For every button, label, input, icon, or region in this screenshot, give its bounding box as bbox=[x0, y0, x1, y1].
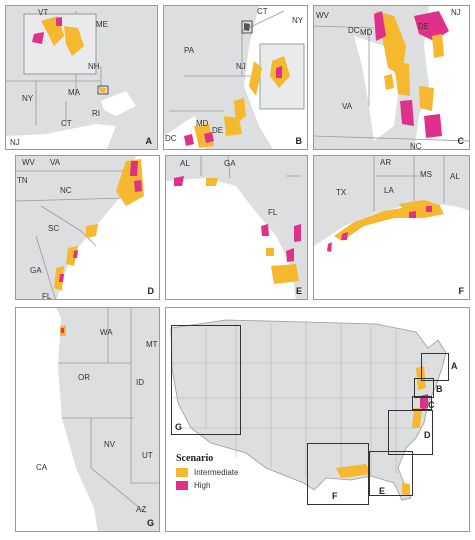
panel-a-state-1: ME bbox=[96, 20, 108, 29]
panel-f-letter: F bbox=[458, 286, 465, 296]
panel-b-state-1: NY bbox=[292, 16, 304, 25]
panel-d-state-4: SC bbox=[48, 224, 60, 233]
legend-item-intermediate: Intermediate bbox=[176, 468, 238, 477]
panel-d-map bbox=[16, 156, 159, 299]
panel-g-state-4: NV bbox=[104, 440, 116, 449]
panel-g-map bbox=[16, 308, 159, 531]
panel-d-state-5: GA bbox=[30, 266, 42, 275]
panel-a: VT ME NH NY MA CT RI NJ A bbox=[5, 5, 158, 150]
panel-f-state-1: MS bbox=[420, 170, 432, 179]
panel-c: WV DC MD NJ DE VA NC C bbox=[313, 5, 470, 150]
panel-c-letter: C bbox=[457, 136, 465, 146]
panel-b-state-2: PA bbox=[184, 46, 195, 55]
box-a[interactable] bbox=[421, 353, 449, 381]
panel-b-map bbox=[164, 6, 307, 149]
panel-g: WA MT OR ID NV UT CA AZ G bbox=[15, 307, 160, 532]
box-c-label: C bbox=[428, 400, 435, 410]
panel-b-state-5: DE bbox=[212, 126, 224, 135]
main-us-map-shape bbox=[170, 319, 447, 501]
panel-e-state-2: FL bbox=[268, 208, 278, 217]
box-b[interactable] bbox=[414, 378, 434, 398]
panel-a-state-2: NH bbox=[88, 62, 100, 71]
panel-g-state-3: ID bbox=[136, 378, 144, 387]
legend-label-intermediate: Intermediate bbox=[194, 468, 239, 477]
panel-a-state-6: RI bbox=[92, 109, 100, 118]
panel-d-state-2: TN bbox=[17, 176, 28, 185]
box-d[interactable] bbox=[388, 410, 433, 455]
panel-f-state-3: TX bbox=[336, 188, 347, 197]
panel-a-letter: A bbox=[145, 136, 153, 146]
panel-b-state-3: NJ bbox=[236, 62, 246, 71]
box-f[interactable] bbox=[307, 443, 369, 505]
box-g[interactable] bbox=[171, 325, 241, 435]
panel-a-state-3: NY bbox=[22, 94, 34, 103]
panel-b-letter: B bbox=[295, 136, 303, 146]
panel-b-state-6: DC bbox=[165, 134, 177, 143]
panel-g-state-0: WA bbox=[100, 328, 113, 337]
legend-label-high: High bbox=[194, 481, 211, 490]
legend: Scenario Intermediate High bbox=[176, 453, 238, 490]
high-swatch bbox=[176, 481, 188, 490]
panel-f-map bbox=[314, 156, 469, 299]
panel-a-state-7: NJ bbox=[10, 138, 20, 147]
panel-d-state-6: FL bbox=[42, 292, 52, 300]
panel-d-letter: D bbox=[147, 286, 155, 296]
panel-g-state-6: CA bbox=[36, 463, 48, 472]
panel-d-state-1: VA bbox=[50, 158, 61, 167]
panel-d-state-3: NC bbox=[60, 186, 72, 195]
box-e[interactable] bbox=[369, 451, 413, 496]
panel-a-state-0: VT bbox=[38, 8, 49, 17]
panel-c-state-4: DE bbox=[418, 22, 430, 31]
panel-f-state-2: AL bbox=[450, 172, 460, 181]
panel-e-map bbox=[166, 156, 307, 299]
panel-a-map bbox=[6, 6, 157, 149]
panel-g-state-5: UT bbox=[142, 451, 153, 460]
panel-c-map bbox=[314, 6, 469, 149]
legend-item-high: High bbox=[176, 481, 238, 490]
panel-e-letter: E bbox=[295, 286, 302, 296]
panel-a-state-5: CT bbox=[61, 119, 72, 128]
panel-e-state-1: GA bbox=[224, 159, 236, 168]
panel-g-letter: G bbox=[146, 518, 154, 528]
panel-f-state-0: AR bbox=[380, 158, 392, 167]
panel-e-state-0: AL bbox=[180, 159, 190, 168]
panel-g-state-1: MT bbox=[146, 340, 158, 349]
legend-title: Scenario bbox=[176, 453, 214, 464]
panel-d-state-0: WV bbox=[22, 158, 35, 167]
box-b-label: B bbox=[436, 384, 443, 394]
box-e-label: E bbox=[379, 486, 386, 496]
panel-c-state-1: DC bbox=[348, 26, 360, 35]
box-g-label: G bbox=[175, 422, 183, 432]
box-c[interactable] bbox=[412, 396, 432, 410]
panel-c-state-5: VA bbox=[342, 102, 353, 111]
panel-a-state-4: MA bbox=[68, 88, 80, 97]
intermediate-swatch bbox=[176, 468, 188, 477]
panel-c-state-0: WV bbox=[316, 11, 329, 20]
panel-e: AL GA FL E bbox=[165, 155, 308, 300]
panel-d: WV VA TN NC SC GA FL D bbox=[15, 155, 160, 300]
panel-f-state-4: LA bbox=[384, 186, 394, 195]
panel-f: AR MS AL TX LA F bbox=[313, 155, 470, 300]
panel-c-state-3: NJ bbox=[451, 8, 461, 17]
main-us-map: A B C D E F G Scenario Intermediate High bbox=[165, 307, 470, 532]
panel-b-state-4: MD bbox=[196, 119, 209, 128]
panel-g-state-2: OR bbox=[78, 373, 90, 382]
box-f-label: F bbox=[332, 491, 338, 501]
panel-b: CT NY PA NJ MD DE DC B bbox=[163, 5, 308, 150]
box-a-label: A bbox=[451, 361, 458, 371]
panel-c-state-2: MD bbox=[360, 28, 373, 37]
panel-g-state-7: AZ bbox=[136, 505, 147, 514]
panel-c-state-6: NC bbox=[410, 142, 422, 150]
box-d-label: D bbox=[424, 430, 431, 440]
panel-b-state-0: CT bbox=[257, 7, 268, 16]
